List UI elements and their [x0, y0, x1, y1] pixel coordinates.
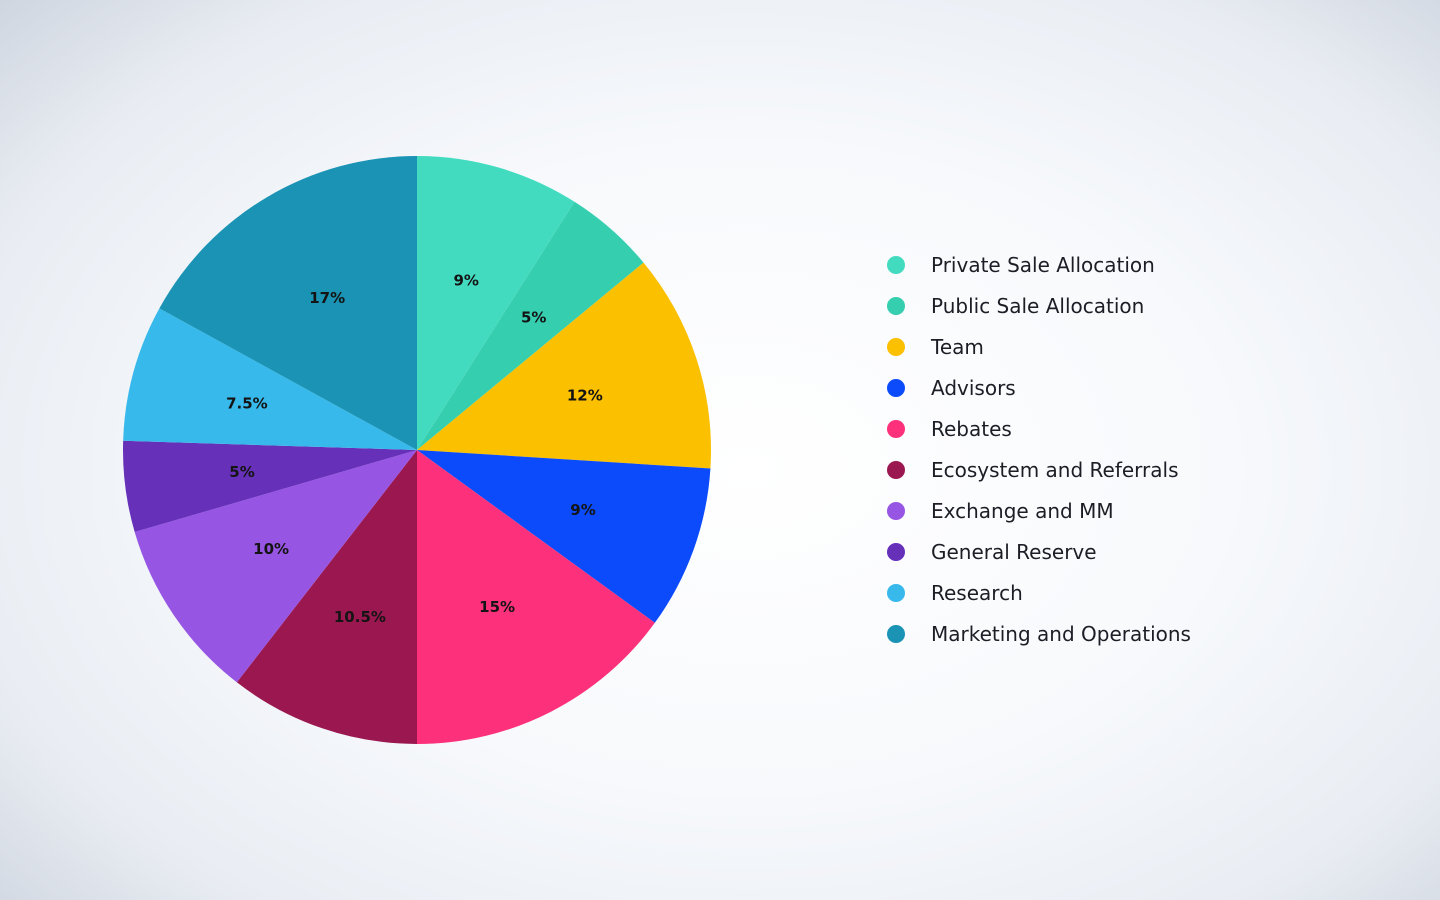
pie-slice-marketing-and-operations: [159, 156, 417, 450]
legend-item-ecosystem-and-referrals: Ecosystem and Referrals: [878, 449, 1191, 490]
legend-item-public-sale-allocation: Public Sale Allocation: [878, 285, 1191, 326]
legend-item-rebates: Rebates: [878, 408, 1191, 449]
slice-label-marketing-and-operations: 17%: [309, 289, 345, 307]
legend-label: Advisors: [931, 375, 1016, 400]
legend: Private Sale Allocation Public Sale Alloc…: [878, 244, 1191, 655]
legend-swatch-rebates: [887, 419, 905, 438]
legend-item-marketing-and-operations: Marketing and Operations: [878, 614, 1191, 655]
legend-swatch-advisors: [887, 378, 905, 397]
legend-item-advisors: Advisors: [878, 367, 1191, 408]
legend-label: Private Sale Allocation: [931, 252, 1155, 277]
legend-swatch-research: [887, 584, 905, 603]
pie-labels: 9% 5% 12% 9% 15% 10.5% 10% 5% 7.5% 17%: [226, 272, 603, 626]
legend-label: Marketing and Operations: [931, 622, 1191, 647]
legend-swatch-ecosystem-and-referrals: [887, 461, 905, 480]
legend-swatch-team: [887, 337, 905, 356]
slice-label-rebates: 15%: [479, 598, 515, 616]
slice-label-exchange-and-mm: 10%: [253, 540, 289, 558]
legend-swatch-marketing-and-operations: [887, 625, 905, 644]
legend-item-team: Team: [878, 326, 1191, 367]
pie-slice-exchange-and-mm: [134, 450, 418, 683]
legend-label: Research: [931, 581, 1023, 606]
pie-slice-private-sale-allocation: [417, 156, 575, 450]
legend-label: Ecosystem and Referrals: [931, 458, 1179, 483]
legend-item-general-reserve: General Reserve: [878, 532, 1191, 573]
legend-swatch-public-sale-allocation: [887, 296, 905, 315]
legend-swatch-private-sale-allocation: [887, 255, 905, 274]
slice-label-team: 12%: [567, 387, 603, 405]
legend-item-exchange-and-mm: Exchange and MM: [878, 491, 1191, 532]
pie-slice-rebates: [417, 450, 655, 744]
slice-label-ecosystem-and-referrals: 10.5%: [334, 608, 386, 626]
slice-label-advisors: 9%: [570, 501, 595, 519]
pie-slice-advisors: [417, 450, 711, 623]
pie-slice-general-reserve: [123, 440, 417, 533]
legend-swatch-general-reserve: [887, 543, 905, 562]
slice-label-general-reserve: 5%: [229, 463, 254, 481]
legend-item-private-sale-allocation: Private Sale Allocation: [878, 244, 1191, 285]
pie-chart: 9% 5% 12% 9% 15% 10.5% 10% 5% 7.5% 17%: [123, 156, 711, 744]
legend-label: General Reserve: [931, 540, 1097, 565]
pie-slice-public-sale-allocation: [417, 201, 644, 450]
legend-label: Public Sale Allocation: [931, 293, 1145, 318]
legend-label: Team: [931, 334, 984, 359]
pie-slice-ecosystem-and-referrals: [236, 450, 417, 744]
legend-label: Exchange and MM: [931, 499, 1114, 524]
legend-label: Rebates: [931, 416, 1012, 441]
slice-label-research: 7.5%: [226, 395, 268, 413]
legend-swatch-exchange-and-mm: [887, 502, 905, 521]
slice-label-public-sale-allocation: 5%: [521, 309, 546, 327]
pie-slice-research: [123, 308, 418, 450]
slice-label-private-sale-allocation: 9%: [453, 272, 478, 290]
legend-item-research: Research: [878, 573, 1191, 614]
pie-slices: [123, 156, 711, 744]
pie-slice-team: [417, 262, 711, 469]
